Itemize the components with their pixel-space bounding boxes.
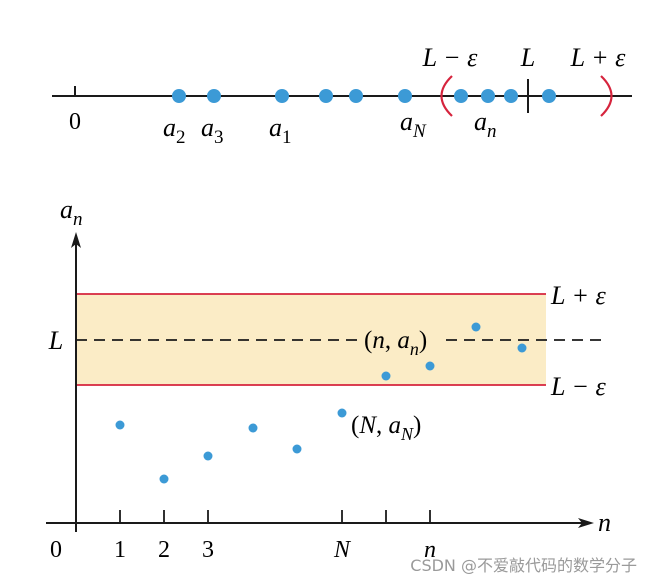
label-an: an — [474, 107, 497, 142]
point-label-N-aN: (N, aN) — [351, 412, 421, 444]
number-line-point-a2 — [172, 89, 186, 103]
plot-point — [381, 371, 391, 381]
number-line-point-aN — [398, 89, 412, 103]
number-line-zero-label: 0 — [69, 109, 81, 135]
number-line-point — [454, 89, 468, 103]
plot-point-n — [425, 361, 435, 371]
origin-label: 0 — [50, 537, 62, 563]
number-line: 0 L − ε L L + ε a2 a3 a1 aN a — [52, 43, 632, 148]
x-tick-label-2: 2 — [158, 537, 170, 563]
x-axis-label: n — [598, 508, 611, 537]
number-line-point — [542, 89, 556, 103]
x-axis-arrowhead — [578, 518, 594, 528]
sequence-plot: an n 0 1 2 3 N n L L + ε L − ε (n, an) (… — [46, 195, 611, 563]
label-aN: aN — [400, 107, 427, 142]
label-a3: a3 — [201, 113, 224, 148]
number-line-point — [319, 89, 333, 103]
point-label-n-an: (n, an) — [364, 327, 427, 359]
interval-left-bracket — [440, 75, 453, 117]
watermark: CSDN @不爱敲代码的数学分子 — [410, 556, 637, 575]
lower-band-label: L − ε — [550, 372, 607, 401]
plot-point-N — [337, 408, 347, 418]
plot-point — [517, 343, 527, 353]
plot-point-2 — [159, 474, 169, 484]
number-line-point — [504, 89, 518, 103]
upper-band-label: L + ε — [550, 281, 607, 310]
plot-point — [471, 322, 481, 332]
x-tick-label-3: 3 — [202, 537, 214, 563]
interval-right-bracket — [600, 75, 613, 117]
number-line-point-an — [481, 89, 495, 103]
x-tick-label-N: N — [333, 537, 352, 563]
x-tick-label-1: 1 — [114, 537, 126, 563]
interval-center-label: L — [520, 43, 535, 72]
plot-point — [292, 444, 302, 454]
y-axis-arrowhead — [71, 232, 81, 248]
plot-point — [248, 423, 258, 433]
label-a2: a2 — [163, 113, 186, 148]
interval-upper-label: L + ε — [570, 43, 627, 72]
number-line-point-a1 — [275, 89, 289, 103]
y-axis-label: an — [60, 195, 83, 230]
plot-point-3 — [203, 451, 213, 461]
label-a1: a1 — [269, 113, 292, 148]
x-tick-label-n: n — [424, 537, 436, 563]
interval-lower-label: L − ε — [422, 43, 479, 72]
number-line-point — [349, 89, 363, 103]
L-label: L — [48, 326, 63, 355]
plot-point-1 — [115, 420, 125, 430]
number-line-point-a3 — [207, 89, 221, 103]
